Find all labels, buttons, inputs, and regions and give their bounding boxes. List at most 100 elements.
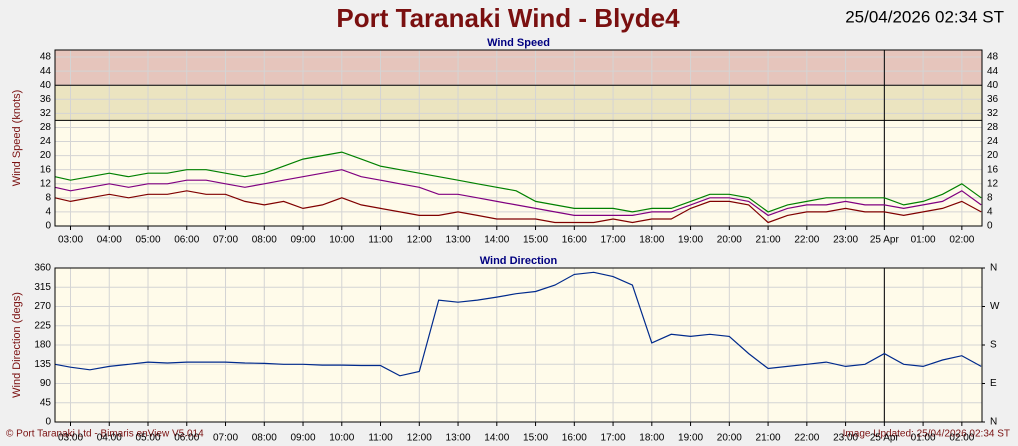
y-axis-label: Wind Speed (knots)	[11, 90, 23, 187]
footer-right: Image Updated: 25/04/2026 02:34 ST	[843, 429, 1010, 440]
y-right-tick-label: 32	[987, 108, 999, 119]
x-tick-label: 11:00	[368, 235, 393, 246]
x-tick-label: 12:00	[407, 235, 432, 246]
x-tick-label: 08:00	[252, 235, 277, 246]
x-tick-label: 01:00	[911, 433, 936, 444]
x-tick-label: 02:00	[949, 235, 974, 246]
y-tick-label: 44	[40, 66, 52, 77]
y-tick-label: 180	[34, 340, 51, 351]
x-tick-label: 07:00	[213, 235, 238, 246]
y-axis-label: Wind Direction (degs)	[11, 292, 23, 398]
x-tick-label: 09:00	[291, 235, 316, 246]
y-tick-label: 36	[40, 94, 52, 105]
y-tick-label: 8	[45, 192, 51, 203]
data-line	[54, 190, 982, 224]
footer-left: © Port Taranaki Ltd - Bimaris enView V5.…	[6, 429, 204, 440]
x-tick-label: 01:00	[911, 235, 936, 246]
y-right-tick-label: 40	[987, 80, 999, 91]
y-tick-label: 45	[40, 397, 52, 408]
x-tick-label: 18:00	[639, 235, 664, 246]
x-tick-label: 08:00	[252, 433, 277, 444]
x-tick-label: 12:00	[407, 433, 432, 444]
x-tick-label: 13:00	[446, 235, 471, 246]
y-tick-label: 270	[34, 301, 51, 312]
alarm-band	[55, 50, 982, 86]
panel-title: Wind Speed	[487, 37, 550, 49]
x-tick-label: 25 Apr	[870, 235, 900, 246]
y-right-tick-label: 24	[987, 136, 999, 147]
x-tick-label: 02:00	[949, 433, 974, 444]
y-tick-label: 0	[45, 417, 51, 428]
x-tick-label: 13:00	[446, 433, 471, 444]
x-tick-label: 22:00	[794, 235, 819, 246]
x-tick-label: 10:00	[329, 433, 354, 444]
x-tick-label: 20:00	[717, 235, 742, 246]
y-tick-label: 32	[40, 108, 52, 119]
y-tick-label: 4	[45, 207, 51, 218]
plot-frame	[54, 49, 983, 227]
plot-frame	[54, 267, 983, 423]
x-tick-label: 17:00	[601, 433, 626, 444]
y-tick-label: 24	[40, 136, 52, 147]
x-tick-label: 20:00	[717, 433, 742, 444]
y-right-tick-label: 20	[987, 150, 999, 161]
y-right-tick-label: 4	[987, 207, 993, 218]
panel-title: Wind Direction	[480, 255, 558, 267]
page-title: Port Taranaki Wind - Blyde4	[336, 3, 680, 33]
y2-tick-label: N	[990, 263, 997, 274]
data-line	[54, 169, 982, 217]
x-tick-label: 03:00	[58, 433, 83, 444]
y-tick-label: 20	[40, 150, 52, 161]
y-right-tick-label: 8	[987, 192, 993, 203]
x-tick-label: 05:00	[135, 433, 160, 444]
x-tick-label: 21:00	[756, 433, 781, 444]
data-line	[54, 271, 982, 377]
x-tick-label: 19:00	[678, 433, 703, 444]
y-tick-label: 40	[40, 80, 52, 91]
x-tick-label: 14:00	[484, 433, 509, 444]
y2-tick-label: N	[990, 417, 997, 428]
x-tick-label: 10:00	[329, 235, 354, 246]
y2-tick-label: W	[990, 301, 1000, 312]
y-tick-label: 225	[34, 320, 51, 331]
y-tick-label: 0	[45, 221, 51, 232]
x-tick-label: 14:00	[484, 235, 509, 246]
x-tick-label: 05:00	[135, 235, 160, 246]
y-tick-label: 48	[40, 52, 52, 63]
y2-tick-label: S	[990, 340, 997, 351]
x-tick-label: 17:00	[601, 235, 626, 246]
y-right-tick-label: 0	[987, 221, 993, 232]
y-right-tick-label: 12	[987, 178, 999, 189]
alarm-band	[55, 85, 982, 121]
x-tick-label: 04:00	[97, 235, 122, 246]
x-tick-label: 25 Apr	[870, 433, 900, 444]
y-tick-label: 28	[40, 122, 52, 133]
y-tick-label: 90	[40, 378, 52, 389]
x-tick-label: 03:00	[58, 235, 83, 246]
x-tick-label: 23:00	[833, 235, 858, 246]
y2-tick-label: E	[990, 378, 997, 389]
y-tick-label: 360	[34, 263, 51, 274]
x-tick-label: 15:00	[523, 433, 548, 444]
x-tick-label: 09:00	[291, 433, 316, 444]
x-tick-label: 18:00	[639, 433, 664, 444]
x-tick-label: 16:00	[562, 235, 587, 246]
x-tick-label: 06:00	[174, 433, 199, 444]
y-right-tick-label: 48	[987, 52, 999, 63]
data-line	[54, 151, 982, 213]
x-tick-label: 23:00	[833, 433, 858, 444]
y-right-tick-label: 44	[987, 66, 999, 77]
y-tick-label: 315	[34, 282, 51, 293]
x-tick-label: 19:00	[678, 235, 703, 246]
x-tick-label: 16:00	[562, 433, 587, 444]
timestamp: 25/04/2026 02:34 ST	[845, 7, 1004, 26]
y-right-tick-label: 36	[987, 94, 999, 105]
x-tick-label: 04:00	[97, 433, 122, 444]
x-tick-label: 07:00	[213, 433, 238, 444]
y-tick-label: 12	[40, 178, 52, 189]
x-tick-label: 22:00	[794, 433, 819, 444]
y-right-tick-label: 16	[987, 164, 999, 175]
x-tick-label: 11:00	[368, 433, 393, 444]
y-tick-label: 16	[40, 164, 52, 175]
